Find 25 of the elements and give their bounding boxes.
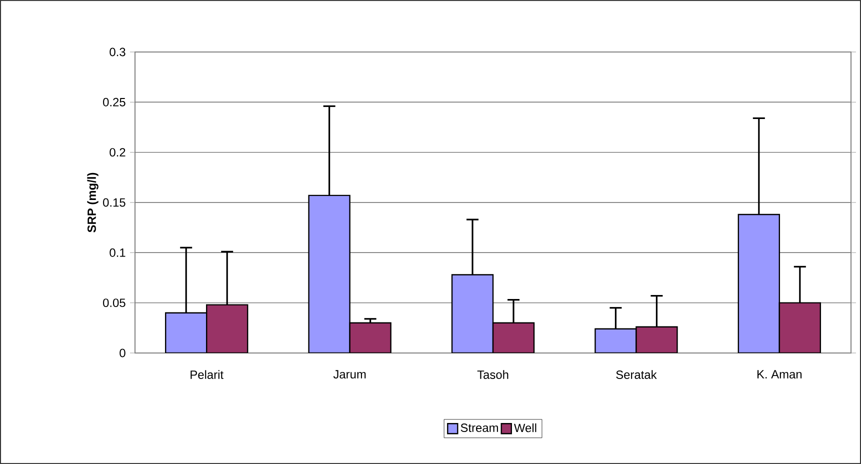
bar	[349, 322, 392, 353]
bar	[451, 274, 494, 353]
x-tick-label: Seratak	[616, 370, 657, 379]
y-tick-label: 0	[120, 348, 126, 358]
y-axis-title: SRP (mg/l)	[87, 172, 98, 232]
legend-label: Well	[514, 423, 536, 432]
x-tick-label: K. Aman	[757, 370, 802, 379]
bar	[308, 194, 350, 353]
bar	[594, 328, 637, 353]
bar	[492, 322, 535, 353]
y-tick-label: 0.15	[103, 198, 126, 207]
x-tick-label: Pelarit	[190, 370, 224, 379]
bar	[636, 326, 678, 353]
bar	[778, 302, 822, 353]
x-tick-label: Tasoh	[477, 370, 508, 379]
bar	[206, 304, 248, 353]
y-tick-label: 0.3	[110, 48, 126, 56]
y-tick-label: 0.1	[110, 248, 126, 257]
x-tick-label: Jarum	[333, 370, 366, 379]
y-tick-label: 0.25	[103, 98, 126, 106]
bar	[738, 214, 780, 353]
bar	[165, 312, 208, 353]
legend-label: Stream	[460, 424, 498, 432]
y-tick-label: 0.05	[103, 298, 126, 308]
y-tick-label: 0.2	[110, 148, 126, 157]
